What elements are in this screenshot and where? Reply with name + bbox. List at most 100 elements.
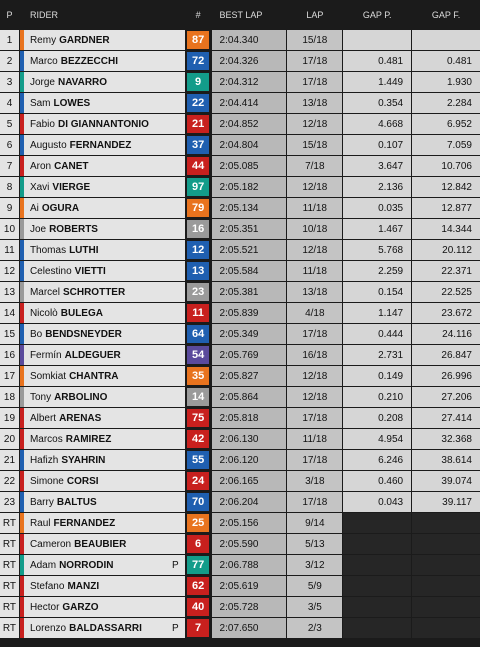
position: 13 (0, 282, 19, 302)
last-name: SYAHRIN (61, 454, 106, 466)
last-name: LOWES (53, 97, 91, 109)
result-row: RT Lorenzo BALDASSARRI P 7 2:07.650 2/3 (0, 618, 480, 638)
lap: 12/18 (287, 387, 343, 407)
last-name: DI GIANNANTONIO (57, 118, 149, 130)
result-row: 23 Barry BALTUS 70 2:06.204 17/18 0.043 39.117 (0, 492, 480, 512)
result-row: 14 Nicolò BULEGA 11 2:05.839 4/18 1.147 23.672 (0, 303, 480, 323)
first-name: Thomas (29, 244, 67, 256)
rider-number: 14 (187, 388, 210, 406)
position: 23 (0, 492, 19, 512)
flag: P (171, 559, 179, 571)
position: 7 (0, 156, 19, 176)
result-row: 3 Jorge NAVARRO 9 2:04.312 17/18 1.449 1.930 (0, 72, 480, 92)
team-stripe (19, 345, 24, 365)
gap-previous: 0.460 (343, 471, 412, 491)
result-row: 15 Bo BENDSNEYDER 64 2:05.349 17/18 0.444 24.11… (0, 324, 480, 344)
position: 6 (0, 135, 19, 155)
team-stripe (19, 387, 24, 407)
team-stripe (19, 471, 24, 491)
rider-cell: Ai OGURA (19, 198, 185, 218)
lap: 10/18 (287, 219, 343, 239)
number-cell: 55 (186, 450, 211, 470)
column-header: # (195, 10, 201, 20)
team-stripe (19, 219, 24, 239)
team-stripe (19, 534, 24, 554)
lap: 17/18 (287, 450, 343, 470)
team-stripe (19, 324, 24, 344)
rider-cell: Jorge NAVARRO (19, 72, 185, 92)
position: 21 (0, 450, 19, 470)
number-cell: 72 (186, 51, 211, 71)
gap-previous: 3.647 (343, 156, 412, 176)
rider-number: 77 (187, 556, 210, 574)
first-name: Xavi (29, 181, 50, 193)
first-name: Stefano (29, 580, 65, 592)
lap: 12/18 (287, 177, 343, 197)
gap-previous: 2.731 (343, 345, 412, 365)
last-name: SCHROTTER (62, 286, 126, 298)
rider-cell: Marcos RAMIREZ (19, 429, 185, 449)
gap-first: 24.116 (412, 324, 480, 344)
gap-previous: 6.246 (343, 450, 412, 470)
gap-previous: 2.136 (343, 177, 412, 197)
number-cell: 11 (186, 303, 211, 323)
gap-first: 39.074 (412, 471, 480, 491)
lap: 4/18 (287, 303, 343, 323)
lap: 15/18 (287, 135, 343, 155)
best-lap: 2:05.156 (211, 513, 287, 533)
lap: 13/18 (287, 282, 343, 302)
result-row: 18 Tony ARBOLINO 14 2:05.864 12/18 0.210 27.206 (0, 387, 480, 407)
last-name: GARZO (62, 601, 99, 613)
team-stripe (19, 513, 24, 533)
rider-cell: Nicolò BULEGA (19, 303, 185, 323)
rider-number: 87 (187, 31, 210, 49)
result-row: RT Stefano MANZI 62 2:05.619 5/9 (0, 576, 480, 596)
best-lap: 2:05.085 (211, 156, 287, 176)
rider-cell: Hector GARZO (19, 597, 185, 617)
last-name: ROBERTS (49, 223, 98, 235)
gap-first (412, 555, 480, 575)
lap: 17/18 (287, 492, 343, 512)
first-name: Albert (29, 412, 57, 424)
result-row: 2 Marco BEZZECCHI 72 2:04.326 17/18 0.481 0.481 (0, 51, 480, 71)
team-stripe (19, 135, 24, 155)
flag: P (171, 622, 179, 634)
gap-first: 27.414 (412, 408, 480, 428)
result-row: 7 Aron CANET 44 2:05.085 7/18 3.647 10.706 (0, 156, 480, 176)
rider-cell: Simone CORSI (19, 471, 185, 491)
gap-previous: 0.208 (343, 408, 412, 428)
position: RT (0, 555, 19, 575)
first-name: Jorge (29, 76, 55, 88)
result-row: 12 Celestino VIETTI 13 2:05.584 11/18 2.259 22.… (0, 261, 480, 281)
position: 15 (0, 324, 19, 344)
gap-previous: 0.043 (343, 492, 412, 512)
position: 10 (0, 219, 19, 239)
result-row: 1 Remy GARDNER 87 2:04.340 15/18 (0, 30, 480, 50)
best-lap: 2:04.340 (211, 30, 287, 50)
team-stripe (19, 156, 24, 176)
team-stripe (19, 177, 24, 197)
first-name: Marco (29, 55, 58, 67)
position: 14 (0, 303, 19, 323)
rider-number: 21 (187, 115, 210, 133)
result-row: RT Adam NORRODIN P 77 2:06.788 3/12 (0, 555, 480, 575)
team-stripe (19, 72, 24, 92)
gap-first: 22.525 (412, 282, 480, 302)
team-stripe (19, 30, 24, 50)
gap-first (412, 597, 480, 617)
rider-cell: Albert ARENAS (19, 408, 185, 428)
rider-number: 64 (187, 325, 210, 343)
result-row: 8 Xavi VIERGE 97 2:05.182 12/18 2.136 12.842 (0, 177, 480, 197)
column-header: BEST LAP (219, 10, 263, 20)
lap: 16/18 (287, 345, 343, 365)
first-name: Fabio (29, 118, 55, 130)
first-name: Fermín (29, 349, 62, 361)
rider-cell: Tony ARBOLINO (19, 387, 185, 407)
rider-number: 13 (187, 262, 210, 280)
position: 4 (0, 93, 19, 113)
rider-cell: Somkiat CHANTRA (19, 366, 185, 386)
gap-first: 12.842 (412, 177, 480, 197)
rider-cell: Barry BALTUS (19, 492, 185, 512)
gap-first: 7.059 (412, 135, 480, 155)
